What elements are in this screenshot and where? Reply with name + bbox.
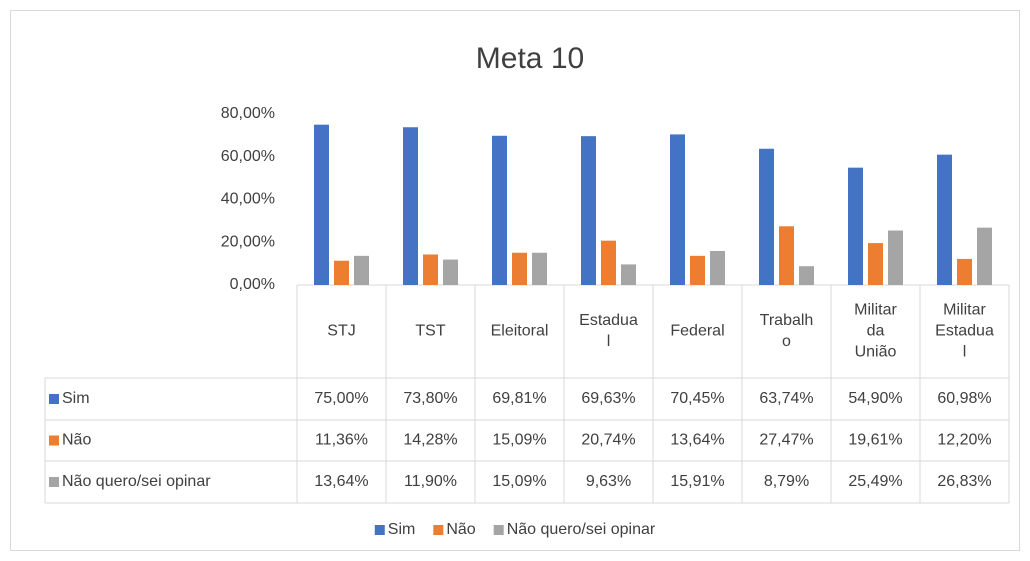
x-tick-label: TST: [415, 323, 445, 340]
table-value: 13,64%: [314, 473, 368, 490]
table-row-label: Não: [62, 432, 91, 449]
bar: [601, 240, 616, 285]
bar: [779, 226, 794, 285]
bar: [759, 148, 774, 285]
table-value: 54,90%: [848, 390, 902, 407]
legend-key: [49, 477, 59, 487]
table-value: 75,00%: [314, 390, 368, 407]
x-tick-line: Militar: [943, 302, 986, 319]
bar: [888, 230, 903, 285]
x-tick-line: Eleitoral: [491, 323, 549, 340]
legend-label: Não quero/sei opinar: [507, 521, 656, 538]
legend-key: [493, 525, 504, 535]
bar: [512, 252, 527, 285]
x-tick-line: Militar: [854, 302, 897, 319]
bar: [670, 134, 685, 285]
table-value: 13,64%: [670, 432, 724, 449]
y-tick-label: 0,00%: [230, 276, 275, 293]
x-tick-label: Federal: [670, 323, 724, 340]
table-value: 69,81%: [492, 390, 546, 407]
x-tick-line: l: [963, 344, 967, 361]
table-value: 15,09%: [492, 473, 546, 490]
x-tick-line: l: [607, 333, 611, 350]
bar: [403, 127, 418, 285]
table-value: 15,91%: [670, 473, 724, 490]
table-value: 15,09%: [492, 432, 546, 449]
x-tick-line: TST: [415, 323, 445, 340]
table-row-label: Não quero/sei opinar: [62, 473, 211, 490]
x-tick-line: da: [867, 323, 885, 340]
table-value: 70,45%: [670, 390, 724, 407]
x-tick-line: o: [782, 333, 791, 350]
bar: [957, 258, 972, 285]
y-tick-label: 60,00%: [221, 148, 275, 165]
legend-item: Não: [433, 521, 476, 538]
table-value: 11,36%: [315, 432, 368, 449]
bar: [937, 154, 952, 285]
bar: [868, 243, 883, 285]
bar: [581, 136, 596, 285]
bar: [354, 255, 369, 285]
x-tick-label: STJ: [327, 323, 355, 340]
bar: [621, 264, 636, 285]
bar: [848, 167, 863, 285]
bar: [423, 254, 438, 285]
table-value: 20,74%: [581, 432, 635, 449]
x-tick-line: Estadua: [579, 312, 638, 329]
y-tick-label: 80,00%: [221, 105, 275, 122]
x-tick-line: Federal: [670, 323, 724, 340]
y-tick-label: 20,00%: [221, 233, 275, 250]
table-value: 19,61%: [848, 432, 902, 449]
legend-item: Não quero/sei opinar: [493, 521, 656, 538]
table-value: 8,79%: [764, 473, 809, 490]
table-value: 9,63%: [586, 473, 631, 490]
x-tick-line: STJ: [327, 323, 355, 340]
x-tick-label: Trabalh o: [760, 312, 814, 350]
legend-key: [49, 394, 59, 404]
table-value: 63,74%: [759, 390, 813, 407]
bar: [690, 255, 705, 285]
bar: [710, 250, 725, 285]
legend-label: Sim: [388, 521, 416, 538]
x-tick-label: Militar Estadua l: [935, 302, 994, 361]
x-tick-label: Estadua l: [579, 312, 638, 350]
x-tick-line: Estadua: [935, 323, 994, 340]
table-value: 26,83%: [937, 473, 991, 490]
bar: [443, 259, 458, 285]
chart-title: Meta 10: [476, 42, 584, 75]
bar: [314, 124, 329, 285]
table-value: 60,98%: [937, 390, 991, 407]
y-tick-label: 40,00%: [221, 191, 275, 208]
x-tick-label: Eleitoral: [491, 323, 549, 340]
table-value: 14,28%: [403, 432, 457, 449]
legend-item: Sim: [374, 521, 416, 538]
table-value: 69,63%: [581, 390, 635, 407]
table-value: 25,49%: [848, 473, 902, 490]
legend-label: Não: [446, 521, 475, 538]
legend-key: [374, 525, 385, 535]
table-row-label: Sim: [62, 390, 90, 407]
legend-key: [49, 435, 59, 446]
bar: [977, 227, 992, 285]
table-value: 27,47%: [759, 432, 813, 449]
bar: [334, 260, 349, 285]
x-tick-line: União: [855, 344, 897, 361]
legend-key: [433, 525, 444, 535]
bar: [799, 266, 814, 285]
x-tick-label: Militar da União: [854, 302, 897, 361]
bar: [532, 252, 547, 285]
x-tick-line: Trabalh: [760, 312, 814, 329]
table-value: 12,20%: [937, 432, 991, 449]
bar: [492, 135, 507, 285]
table-value: 73,80%: [403, 390, 457, 407]
table-value: 11,90%: [404, 473, 457, 490]
